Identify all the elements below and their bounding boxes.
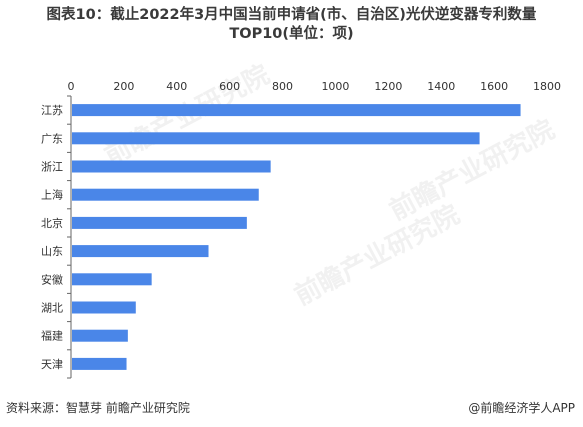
- bar: [72, 160, 271, 173]
- x-tick-label: 800: [272, 80, 293, 93]
- x-tick-label: 1800: [533, 80, 561, 93]
- category-label: 福建: [41, 329, 63, 343]
- category-label: 北京: [41, 216, 63, 230]
- x-tick-label: 1400: [427, 80, 455, 93]
- x-tick-label: 600: [219, 80, 240, 93]
- bar: [72, 188, 259, 201]
- x-tick-label: 400: [166, 80, 187, 93]
- x-tick-label: 1600: [480, 80, 508, 93]
- chart-title-line1: 图表10：截止2022年3月中国当前申请省(市、自治区)光伏逆变器专利数量: [46, 7, 537, 23]
- category-label: 上海: [41, 188, 63, 202]
- x-tick-label: 200: [113, 80, 134, 93]
- bar: [72, 245, 209, 258]
- chart-title-line2: TOP10(单位：项): [229, 26, 354, 42]
- bar: [72, 357, 127, 370]
- brand-credit: @前瞻经济学人APP: [468, 401, 575, 415]
- x-tick-label: 1000: [321, 80, 349, 93]
- x-tick-label: 0: [68, 80, 75, 93]
- category-label: 湖北: [41, 302, 63, 315]
- category-label: 广东: [41, 132, 63, 145]
- category-label: 山东: [41, 245, 63, 258]
- chart-title: 图表10：截止2022年3月中国当前申请省(市、自治区)光伏逆变器专利数量 TO…: [0, 6, 583, 44]
- bar: [72, 132, 480, 145]
- bar: [72, 273, 152, 286]
- x-tick-label: 1200: [374, 80, 402, 93]
- bar: [72, 301, 136, 314]
- bar: [72, 104, 521, 117]
- category-label: 天津: [41, 358, 63, 371]
- category-label: 江苏: [41, 104, 63, 117]
- bar: [72, 329, 128, 342]
- bar: [72, 216, 247, 229]
- category-label: 安徽: [41, 272, 63, 286]
- category-label: 浙江: [41, 161, 63, 174]
- source-note: 资料来源：智慧芽 前瞻产业研究院: [6, 401, 190, 415]
